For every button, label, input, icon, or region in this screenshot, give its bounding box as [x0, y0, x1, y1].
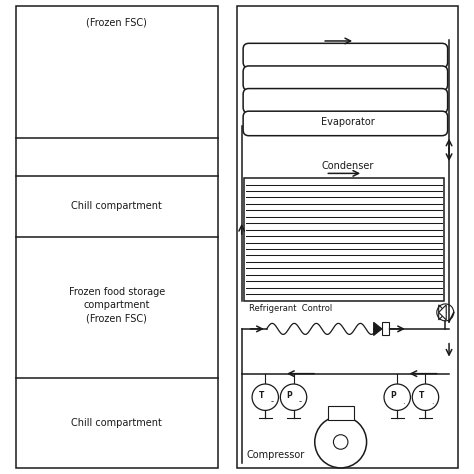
- Text: Refrigerant  Control: Refrigerant Control: [249, 304, 332, 313]
- Polygon shape: [438, 305, 446, 320]
- Text: -: -: [270, 397, 273, 406]
- FancyBboxPatch shape: [243, 43, 447, 68]
- FancyBboxPatch shape: [243, 89, 447, 113]
- Polygon shape: [374, 322, 382, 336]
- Polygon shape: [438, 305, 446, 320]
- Circle shape: [412, 384, 438, 410]
- Text: .: .: [431, 397, 433, 406]
- Circle shape: [315, 416, 366, 468]
- Text: Compressor: Compressor: [246, 450, 305, 460]
- Circle shape: [280, 384, 307, 410]
- Bar: [328, 406, 354, 420]
- Text: T: T: [419, 391, 424, 400]
- Text: Chill compartment: Chill compartment: [72, 201, 162, 211]
- Bar: [382, 322, 389, 336]
- Text: Condenser: Condenser: [321, 161, 374, 171]
- Text: T: T: [259, 391, 264, 400]
- Text: P: P: [391, 391, 396, 400]
- Bar: [16, 6, 218, 468]
- Text: .: .: [402, 397, 405, 406]
- FancyBboxPatch shape: [243, 111, 447, 136]
- Text: (Frozen FSC): (Frozen FSC): [86, 18, 147, 27]
- Text: -: -: [299, 397, 301, 406]
- Bar: [244, 178, 444, 301]
- Text: P: P: [287, 391, 292, 400]
- FancyBboxPatch shape: [243, 66, 447, 91]
- Bar: [237, 6, 458, 468]
- Text: Chill compartment: Chill compartment: [72, 418, 162, 428]
- Circle shape: [384, 384, 410, 410]
- Circle shape: [333, 435, 348, 449]
- Circle shape: [252, 384, 278, 410]
- Text: Evaporator: Evaporator: [321, 117, 374, 127]
- Text: Frozen food storage
compartment
(Frozen FSC): Frozen food storage compartment (Frozen …: [69, 287, 165, 324]
